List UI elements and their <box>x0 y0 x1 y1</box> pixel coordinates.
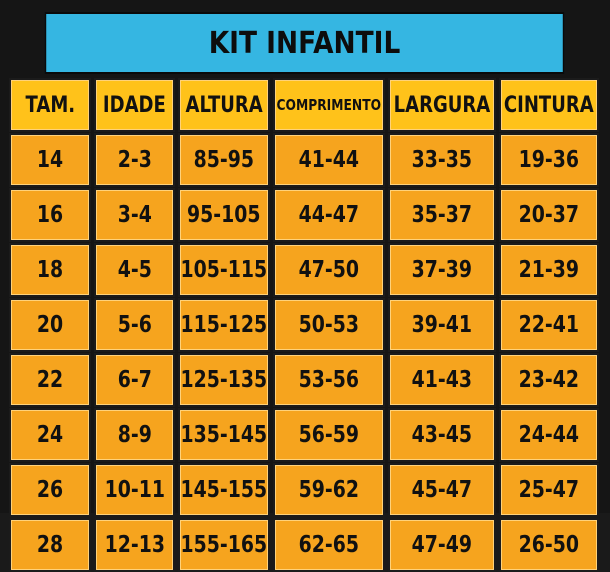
table-cell: 8-9 <box>94 408 175 462</box>
table-cell: 5-6 <box>94 298 175 352</box>
table-cell: 25-47 <box>499 463 599 517</box>
chart-title: KIT INFANTIL <box>44 12 565 74</box>
table-cell: 24 <box>9 408 91 462</box>
table-cell: 20-37 <box>499 188 599 242</box>
size-chart: KIT INFANTIL TAM. IDADE ALTURA COMPRIMEN… <box>9 12 600 572</box>
table-cell: 115-125 <box>178 298 270 352</box>
header-altura: ALTURA <box>178 78 270 132</box>
table-cell: 95-105 <box>178 188 270 242</box>
table-cell: 20 <box>9 298 91 352</box>
table-cell: 56-59 <box>273 408 385 462</box>
table-cell: 105-115 <box>178 243 270 297</box>
table-cell: 85-95 <box>178 133 270 187</box>
table-cell: 3-4 <box>94 188 175 242</box>
header-idade: IDADE <box>94 78 175 132</box>
table-cell: 14 <box>9 133 91 187</box>
table-cell: 24-44 <box>499 408 599 462</box>
table-cell: 43-45 <box>388 408 496 462</box>
table-cell: 41-44 <box>273 133 385 187</box>
header-comprimento: COMPRIMENTO <box>273 78 385 132</box>
table-cell: 37-39 <box>388 243 496 297</box>
table-cell: 18 <box>9 243 91 297</box>
table-cell: 155-165 <box>178 518 270 572</box>
table-cell: 33-35 <box>388 133 496 187</box>
table-cell: 10-11 <box>94 463 175 517</box>
table-cell: 39-41 <box>388 298 496 352</box>
size-table: TAM. IDADE ALTURA COMPRIMENTO LARGURA CI… <box>9 78 600 572</box>
table-cell: 35-37 <box>388 188 496 242</box>
table-cell: 4-5 <box>94 243 175 297</box>
table-cell: 22-41 <box>499 298 599 352</box>
table-cell: 26 <box>9 463 91 517</box>
table-cell: 45-47 <box>388 463 496 517</box>
table-cell: 135-145 <box>178 408 270 462</box>
table-cell: 28 <box>9 518 91 572</box>
table-cell: 12-13 <box>94 518 175 572</box>
table-cell: 41-43 <box>388 353 496 407</box>
header-largura: LARGURA <box>388 78 496 132</box>
table-cell: 44-47 <box>273 188 385 242</box>
table-cell: 125-135 <box>178 353 270 407</box>
table-cell: 62-65 <box>273 518 385 572</box>
table-cell: 6-7 <box>94 353 175 407</box>
table-cell: 59-62 <box>273 463 385 517</box>
table-cell: 2-3 <box>94 133 175 187</box>
table-cell: 21-39 <box>499 243 599 297</box>
table-cell: 16 <box>9 188 91 242</box>
table-cell: 53-56 <box>273 353 385 407</box>
table-cell: 22 <box>9 353 91 407</box>
table-cell: 47-49 <box>388 518 496 572</box>
table-cell: 26-50 <box>499 518 599 572</box>
table-cell: 19-36 <box>499 133 599 187</box>
table-cell: 145-155 <box>178 463 270 517</box>
header-cintura: CINTURA <box>499 78 599 132</box>
table-cell: 23-42 <box>499 353 599 407</box>
table-cell: 47-50 <box>273 243 385 297</box>
table-cell: 50-53 <box>273 298 385 352</box>
header-tam: TAM. <box>9 78 91 132</box>
